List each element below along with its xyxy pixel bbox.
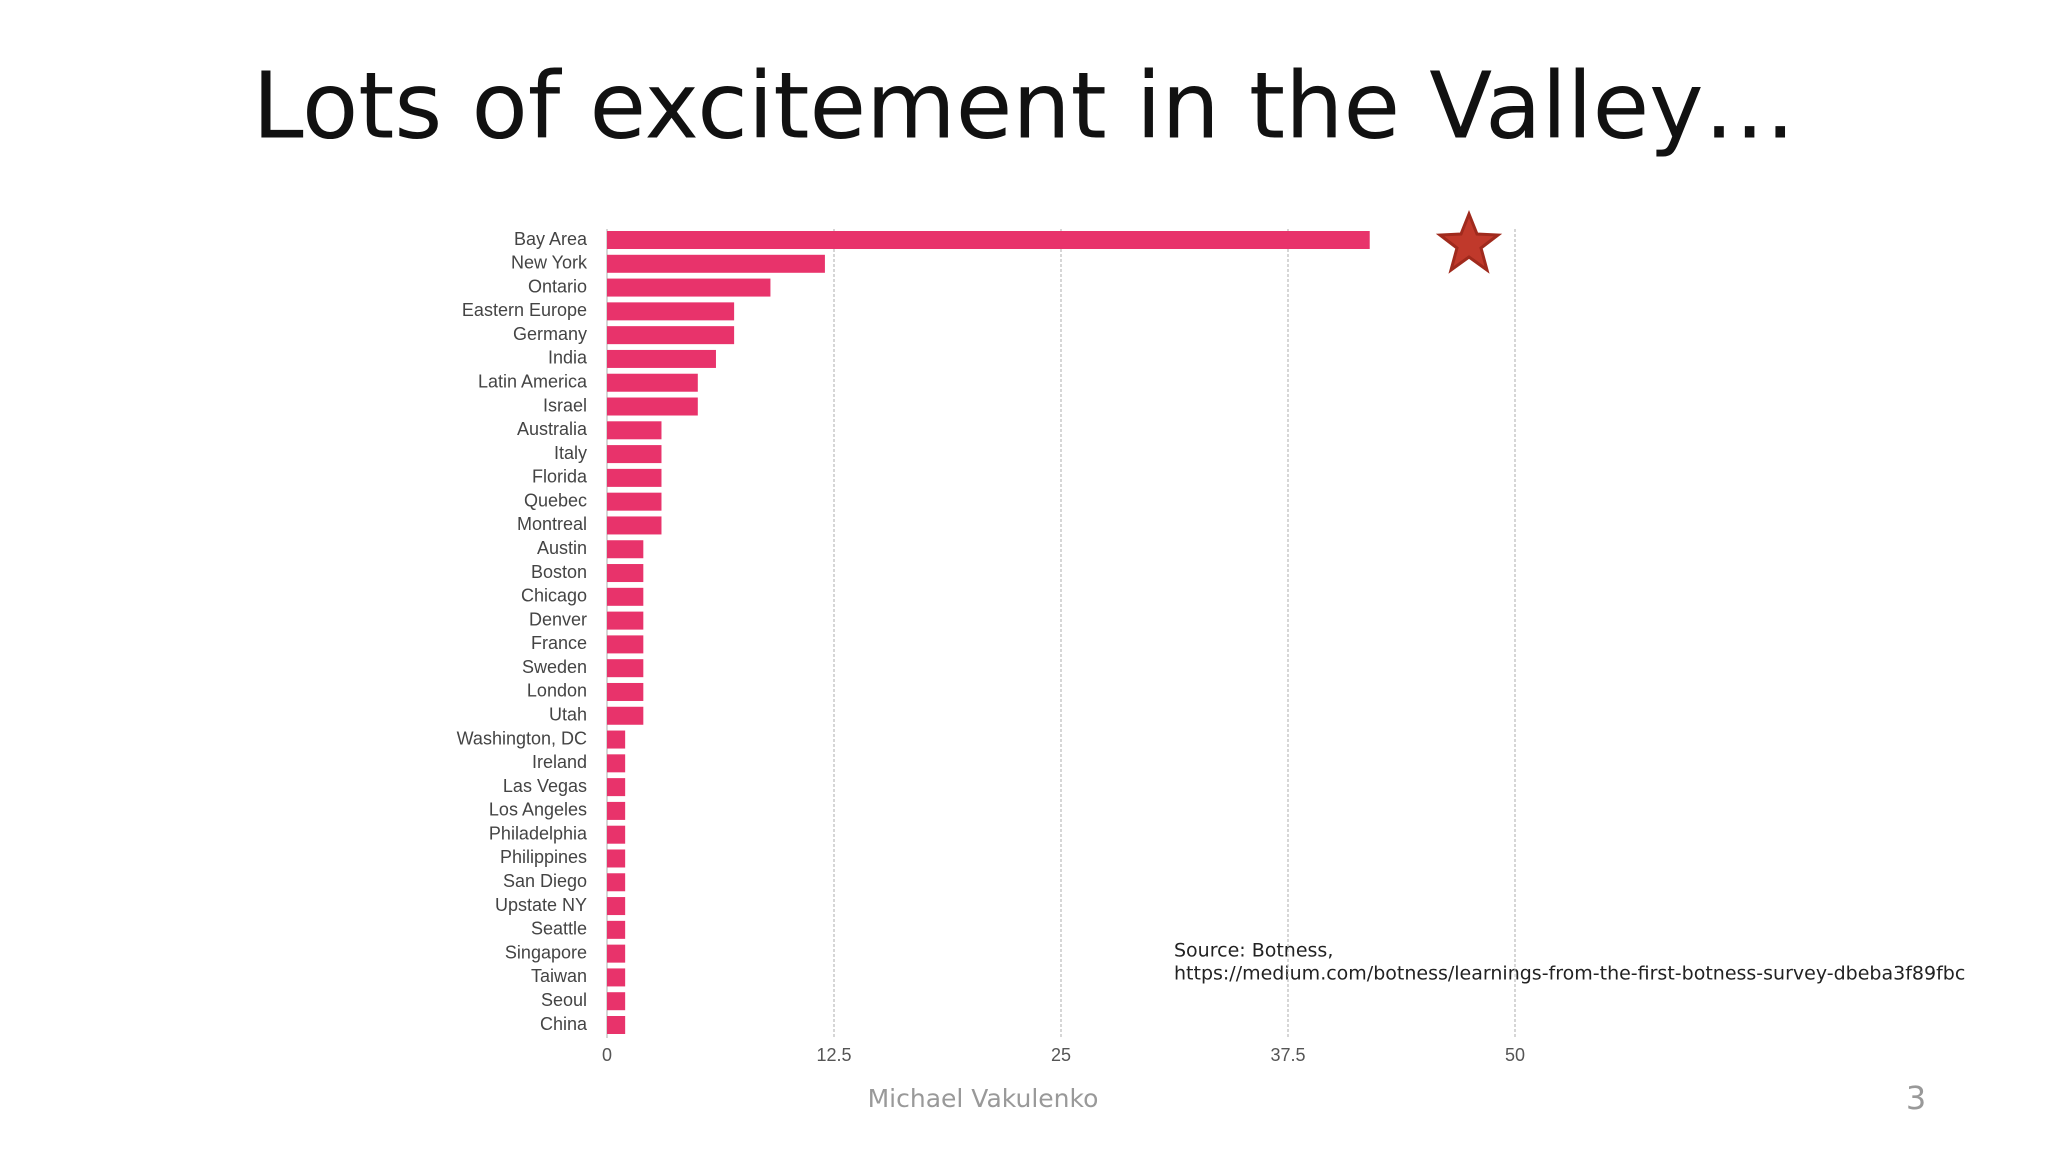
y-tick-label: Chicago — [521, 586, 587, 606]
y-tick-label: Florida — [532, 467, 588, 487]
y-tick-label: Taiwan — [531, 966, 587, 986]
bar — [607, 326, 735, 345]
y-tick-label: Ontario — [528, 276, 587, 296]
author: Michael Vakulenko — [868, 1084, 1099, 1113]
source-url: https://medium.com/botness/learnings-fro… — [1174, 963, 1965, 985]
bar — [607, 706, 644, 725]
bar — [607, 754, 626, 773]
x-tick-label: 37.5 — [1270, 1045, 1305, 1065]
bar — [607, 849, 626, 868]
y-tick-label: Philadelphia — [489, 823, 588, 843]
bar — [607, 421, 662, 440]
page-number: 3 — [1906, 1079, 1926, 1117]
y-tick-label: Singapore — [505, 942, 587, 962]
bar — [607, 587, 644, 606]
y-tick-label: London — [527, 681, 587, 701]
bar — [607, 920, 626, 939]
x-tick-label: 25 — [1051, 1045, 1071, 1065]
bar — [607, 397, 698, 416]
y-tick-label: Latin America — [478, 371, 588, 391]
bar — [607, 564, 644, 583]
y-tick-label: Philippines — [500, 847, 587, 867]
y-tick-label: Seoul — [541, 990, 587, 1010]
bar — [607, 254, 825, 273]
bar — [607, 682, 644, 701]
bar — [607, 825, 626, 844]
bar — [607, 801, 626, 820]
y-tick-label: Australia — [517, 419, 588, 439]
y-tick-label: Denver — [529, 609, 587, 629]
y-tick-label: Washington, DC — [457, 728, 587, 748]
bar — [607, 373, 698, 392]
bar — [607, 492, 662, 511]
bar — [607, 540, 644, 559]
bar — [607, 635, 644, 654]
y-tick-label: Austin — [537, 538, 587, 558]
bar — [607, 445, 662, 464]
bar — [607, 897, 626, 916]
y-tick-label: Ireland — [532, 752, 587, 772]
bar — [607, 659, 644, 678]
source-line: Source: Botness, — [1174, 940, 1333, 962]
bar — [607, 611, 644, 630]
x-tick-label: 50 — [1505, 1045, 1525, 1065]
y-tick-label: Israel — [543, 395, 587, 415]
bar — [607, 349, 716, 368]
star — [1435, 209, 1503, 274]
y-tick-label: Bay Area — [514, 229, 588, 249]
y-tick-label: Upstate NY — [495, 895, 587, 915]
y-tick-label: India — [548, 348, 588, 368]
y-tick-label: Utah — [549, 705, 587, 725]
bar — [607, 778, 626, 797]
y-tick-label: Montreal — [517, 514, 587, 534]
slide-title: Lots of excitement in the Valley… — [252, 52, 1795, 159]
y-tick-label: Quebec — [524, 490, 587, 510]
bar — [607, 992, 626, 1011]
y-tick-label: Sweden — [522, 657, 587, 677]
x-tick-label: 12.5 — [816, 1045, 851, 1065]
y-tick-label: San Diego — [503, 871, 587, 891]
y-tick-label: New York — [511, 253, 588, 273]
bar — [607, 1016, 626, 1034]
bar — [607, 516, 662, 535]
bar — [607, 730, 626, 749]
x-tick-label: 0 — [602, 1045, 612, 1065]
bar — [607, 968, 626, 987]
y-tick-label: China — [540, 1014, 588, 1034]
bar — [607, 231, 1370, 249]
y-tick-label: Las Vegas — [503, 776, 587, 796]
y-tick-label: Boston — [531, 562, 587, 582]
y-tick-label: Eastern Europe — [462, 300, 587, 320]
y-tick-label: Germany — [513, 324, 587, 344]
star-decoration — [1435, 209, 1503, 274]
y-tick-label: Los Angeles — [489, 800, 587, 820]
y-tick-label: Seattle — [531, 919, 587, 939]
bar — [607, 468, 662, 487]
bar — [607, 302, 735, 321]
y-tick-label: Italy — [554, 443, 587, 463]
y-tick-label: France — [531, 633, 587, 653]
bar — [607, 873, 626, 892]
bar — [607, 944, 626, 963]
bar — [607, 278, 771, 297]
